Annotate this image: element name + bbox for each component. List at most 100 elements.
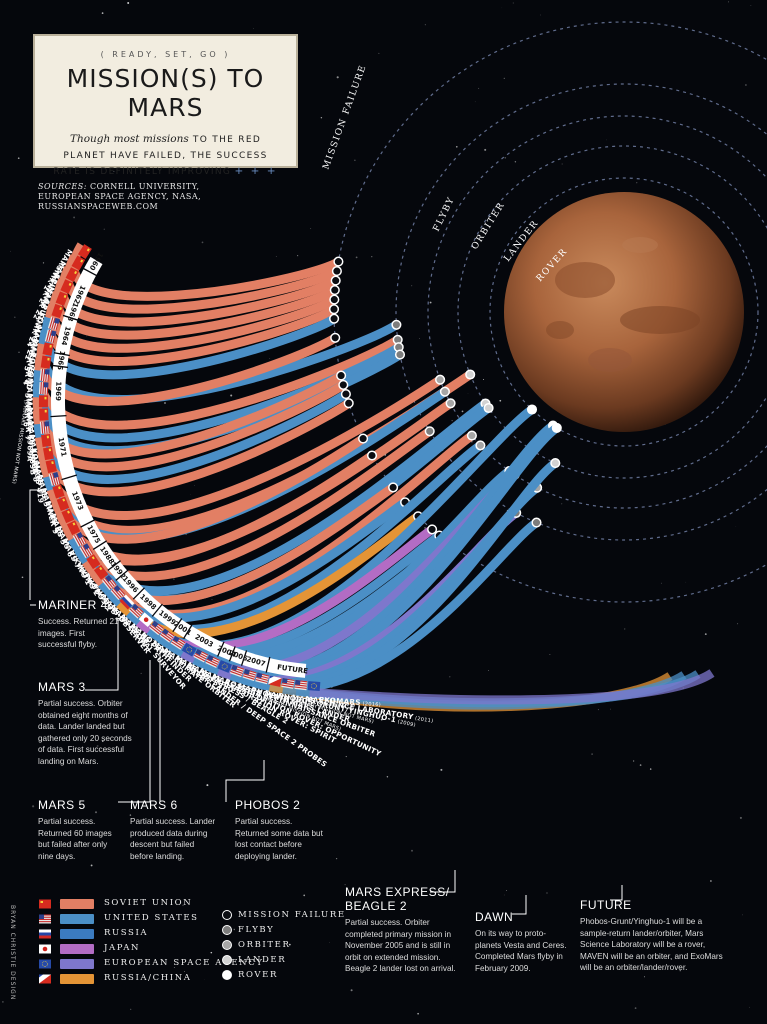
year-divider <box>240 650 248 666</box>
flag-usa-icon <box>47 316 60 331</box>
flag-ussr-icon <box>55 291 69 306</box>
outcome-flyby-icon <box>222 925 232 935</box>
orbit-label: MISSION FAILURE <box>321 63 368 171</box>
flag-ussr-icon <box>56 496 70 511</box>
star <box>0 498 1 500</box>
callout-text: Partial success. Orbiter obtained eight … <box>38 699 132 766</box>
flag-ussr-icon <box>42 342 54 356</box>
flag-ussr-icon <box>40 355 52 369</box>
star <box>518 951 520 953</box>
year-divider <box>217 641 225 657</box>
flag-japan-icon <box>39 944 51 954</box>
outcome-marker-failure <box>358 433 369 444</box>
star <box>73 216 76 219</box>
mission-band <box>255 518 540 693</box>
legend-color-swatch <box>60 899 94 909</box>
star <box>264 719 266 722</box>
outcome-marker-failure <box>388 482 399 493</box>
callout-phobos-2: PHOBOS 2 Partial success. Returned some … <box>235 798 327 862</box>
star <box>101 12 104 14</box>
flag-ussr-icon <box>39 408 49 421</box>
flag-russia-icon <box>39 929 51 939</box>
flag-ussr-icon <box>77 244 92 260</box>
star <box>42 262 45 264</box>
star <box>739 816 742 819</box>
mission-label: EXOMARS (2016) <box>319 695 382 708</box>
star <box>233 928 236 931</box>
outcome-marker-failure <box>336 370 347 381</box>
legend-agency-label: UNITED STATES <box>104 913 199 923</box>
star <box>17 157 20 160</box>
star <box>102 740 104 743</box>
flag-usa-icon <box>229 664 245 678</box>
mission-note: (2016) <box>360 701 381 708</box>
leader-line <box>29 489 40 600</box>
mission-name: MARINER 7 <box>23 393 35 441</box>
outcome-marker-lander <box>550 458 561 469</box>
year-label: 1971 <box>56 437 67 458</box>
outcome-marker-orbiter <box>445 398 456 409</box>
star <box>349 892 351 894</box>
star <box>597 709 599 711</box>
outcome-marker-rover <box>551 422 562 433</box>
mission-strand: MARS 2 <box>32 374 446 521</box>
leader-line <box>85 619 128 691</box>
star <box>685 581 687 583</box>
star <box>378 52 380 54</box>
callout-text: Phobos-Grunt/Yinghuo-1 will be a sample-… <box>580 917 723 972</box>
star <box>211 599 213 600</box>
star <box>238 835 241 838</box>
legend-agency-label: RUSSIA/CHINA <box>104 973 192 983</box>
star <box>728 1 730 3</box>
star <box>449 676 451 678</box>
mission-band <box>36 333 338 406</box>
star <box>2 1001 4 1003</box>
outcome-marker-lander <box>465 369 476 380</box>
star <box>417 1012 419 1015</box>
legend-agency-label: RUSSIA <box>104 928 149 938</box>
star <box>94 811 98 814</box>
mission-band <box>34 336 401 430</box>
flag-usa-icon <box>72 531 87 547</box>
star <box>230 394 233 397</box>
star <box>310 228 312 230</box>
flag-usa-icon <box>110 585 126 601</box>
star <box>499 399 502 402</box>
mission-name: MARS 1969A <box>25 407 34 462</box>
year-divider <box>228 646 236 662</box>
legend-color-swatch <box>60 929 94 939</box>
star <box>451 420 453 422</box>
outcome-marker-failure <box>331 266 342 277</box>
star <box>429 301 432 304</box>
star <box>411 849 413 852</box>
star <box>184 971 185 972</box>
outcome-marker-orbiter <box>475 440 486 451</box>
year-divider <box>183 624 193 639</box>
flag-ussr-icon <box>51 303 64 319</box>
star <box>467 393 469 394</box>
legend-color-swatch <box>60 959 94 969</box>
star <box>483 379 485 380</box>
flag-usa-icon <box>39 914 51 924</box>
star <box>411 285 413 287</box>
callout-title: DAWN <box>475 910 514 924</box>
star <box>512 2 514 4</box>
star <box>561 163 563 165</box>
year-label: 1969 <box>54 381 63 401</box>
flag-ussr-icon <box>93 564 109 580</box>
flag-russia-icon <box>39 929 51 939</box>
star <box>350 989 353 992</box>
flag-usa-icon <box>193 648 209 663</box>
star <box>386 776 389 778</box>
callout-title: PHOBOS 2 <box>235 798 301 812</box>
legend-outcome-label: LANDER <box>238 955 287 965</box>
kicker-text: READY, SET, GO <box>112 50 219 59</box>
star <box>461 410 464 413</box>
star <box>90 864 93 867</box>
star <box>514 161 517 163</box>
outcome-marker-failure <box>329 313 340 324</box>
flag-esa-icon <box>39 959 51 969</box>
star <box>336 76 339 79</box>
star <box>129 814 132 816</box>
